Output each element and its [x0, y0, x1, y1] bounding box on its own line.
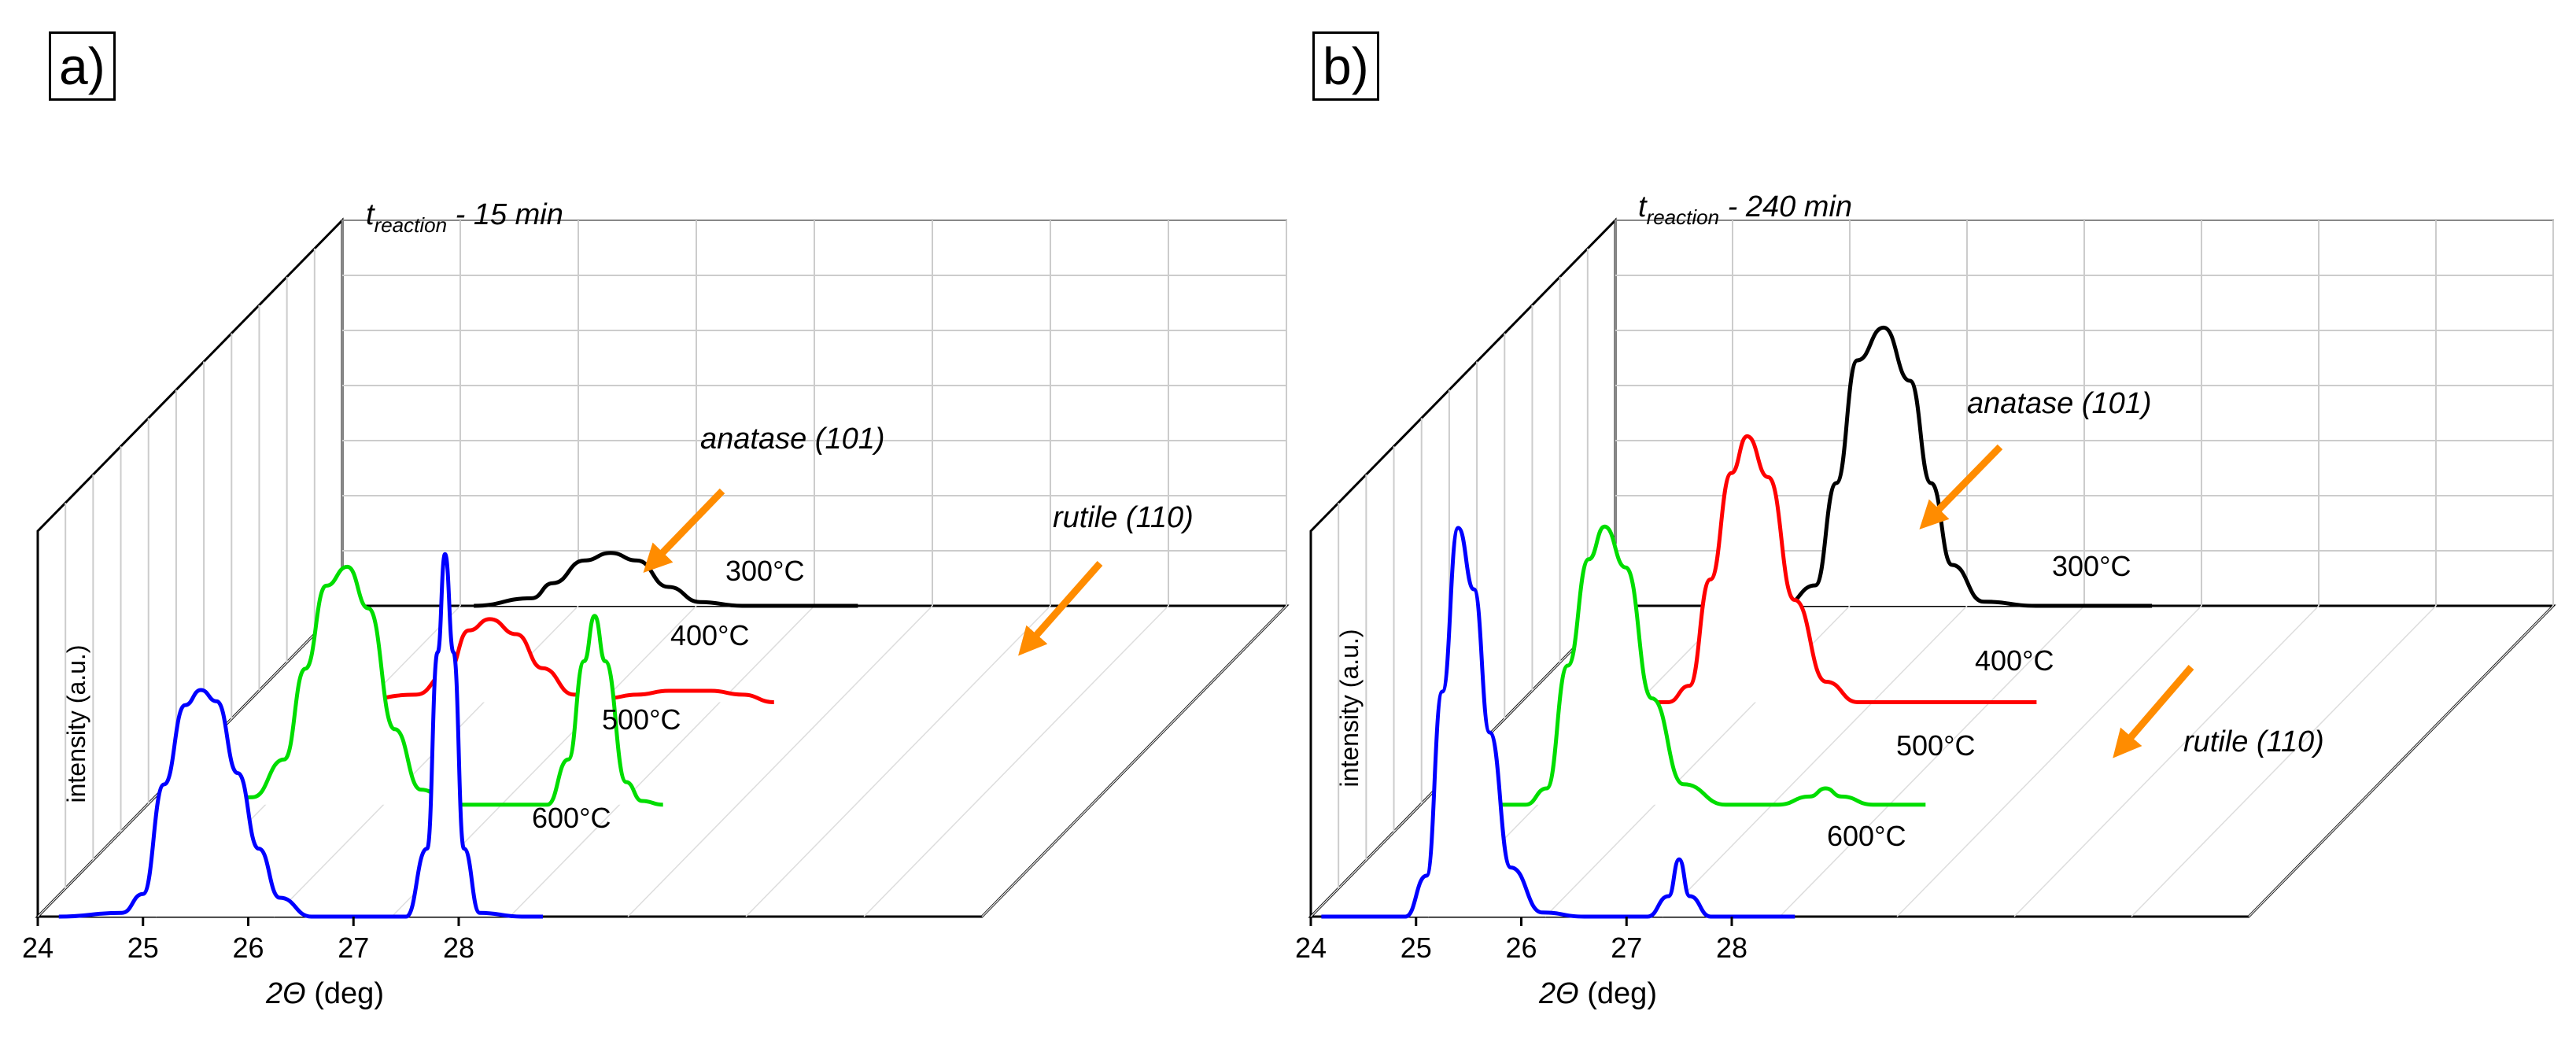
- series-label: 600°C: [532, 802, 611, 834]
- annotation-rutile: rutile (110): [2183, 725, 2324, 758]
- x-tick-label: 28: [443, 932, 474, 964]
- grid-line: [2248, 605, 2554, 917]
- x-tick-label: 25: [1401, 932, 1432, 964]
- chart-title: treaction - 240 min: [1638, 190, 1852, 229]
- series-fill: [1473, 526, 1926, 805]
- grid-line: [863, 605, 1169, 917]
- x-tick-label: 25: [127, 932, 159, 964]
- annotation-anatase: anatase (101): [1967, 387, 2152, 420]
- annotation-rutile: rutile (110): [1053, 501, 1194, 534]
- x-tick-label: 27: [338, 932, 369, 964]
- chart-title: treaction - 15 min: [366, 198, 563, 237]
- arrow-icon: [1919, 444, 2003, 530]
- panel-label-a: a): [49, 31, 116, 101]
- panel-label-b: b): [1312, 31, 1379, 101]
- series-line-600C: [1321, 526, 1795, 919]
- grid-line: [509, 605, 815, 917]
- series-fill: [474, 552, 858, 606]
- series-label: 300°C: [2052, 550, 2131, 582]
- arrow-icon: [643, 488, 725, 573]
- series-label: 600°C: [1827, 820, 1906, 852]
- x-tick-label: 27: [1611, 932, 1642, 964]
- grid-line: [1779, 605, 2085, 917]
- series-fill: [1610, 436, 2037, 703]
- grid-line: [627, 605, 933, 917]
- x-tick-label: 26: [1505, 932, 1537, 964]
- annotation-anatase: anatase (101): [700, 423, 885, 456]
- x-axis-label: 2Θ (deg): [265, 977, 384, 1010]
- series-label: 500°C: [602, 703, 681, 736]
- series-fill: [1321, 528, 1795, 917]
- x-tick-label: 24: [22, 932, 54, 964]
- series-fill: [58, 554, 543, 917]
- series-line-400C: [1610, 434, 2037, 704]
- series-line-300C: [1747, 325, 2153, 608]
- grid-line: [1896, 605, 2202, 917]
- series-fill: [205, 566, 663, 805]
- grid-line: [2013, 605, 2320, 917]
- grid-line: [745, 605, 1051, 917]
- series-label: 400°C: [1975, 644, 2054, 677]
- x-tick-label: 28: [1716, 932, 1747, 964]
- series-line-500C: [1473, 524, 1926, 807]
- series-line-600C: [58, 552, 543, 919]
- series-label: 300°C: [725, 555, 804, 587]
- y-axis-label: intensity (a.u.): [62, 645, 90, 803]
- series-label: 500°C: [1896, 729, 1975, 762]
- arrow-icon: [2113, 665, 2194, 758]
- chart-panel-a: 300°C 400°C 500°C 600°C 24 25 26 27 28 2Θ (deg) in…: [22, 198, 1290, 1010]
- x-tick-label: 24: [1295, 932, 1327, 964]
- chart-panel-b: 300°C 400°C 500°C 600°C 24 25 26 27 28 2Θ (deg) in…: [1295, 190, 2556, 1010]
- grid-line: [1662, 605, 1968, 917]
- y-axis-label: intensity (a.u.): [1335, 629, 1364, 788]
- x-axis-label: 2Θ (deg): [1538, 977, 1657, 1010]
- grid-line: [2131, 605, 2437, 917]
- arrow-icon: [1018, 561, 1103, 656]
- grid-line: [981, 605, 1287, 917]
- series-fill: [1747, 327, 2153, 606]
- series-label: 400°C: [670, 619, 749, 651]
- x-tick-label: 26: [232, 932, 264, 964]
